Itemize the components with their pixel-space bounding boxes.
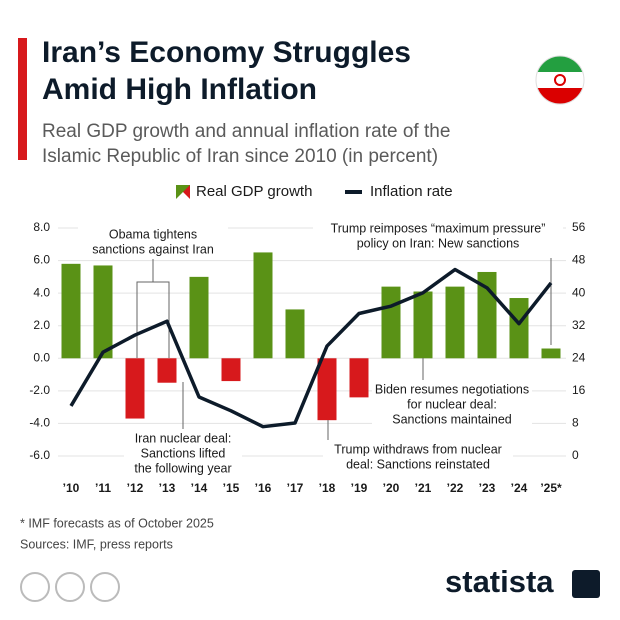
bar [413, 291, 433, 359]
y-tick-label: 2.0 [33, 318, 50, 332]
x-tick-label: ’20 [383, 481, 400, 495]
sources: Sources: IMF, press reports [20, 537, 173, 551]
annotation-box [124, 429, 242, 478]
annotation-text: Sanctions maintained [392, 412, 512, 426]
bar [189, 276, 209, 359]
x-tick-label: ’15 [223, 481, 240, 495]
bar [317, 358, 337, 421]
x-tick-label: ’23 [479, 481, 496, 495]
y-tick-label: -2.0 [29, 383, 50, 397]
flag [535, 55, 585, 105]
bar [93, 265, 113, 359]
accent-bar [18, 38, 27, 160]
x-tick-label: ’10 [63, 481, 80, 495]
x-tick-label: ’25* [540, 481, 562, 495]
bar [221, 358, 241, 382]
annotation-text: Trump withdraws from nuclear [334, 442, 502, 456]
annotation-text: the following year [134, 461, 231, 475]
x-tick-label: ’14 [191, 481, 208, 495]
license-icons [20, 572, 120, 602]
x-tick-label: ’17 [287, 481, 304, 495]
bar [285, 309, 305, 359]
annotation-box [323, 440, 513, 474]
title-line: Iran’s Economy Struggles [42, 36, 411, 69]
bar [509, 298, 529, 359]
legend-label: Inflation rate [370, 183, 453, 200]
annotation-text: sanctions against Iran [92, 242, 214, 256]
y2-tick-label: 0 [572, 448, 579, 462]
annotation-leader [136, 258, 170, 358]
y2-tick-label: 24 [572, 350, 586, 364]
x-tick-label: ’11 [95, 481, 111, 495]
annotation-text: Trump reimposes “maximum pressure” [331, 221, 546, 235]
annotation-text: policy on Iran: New sanctions [357, 236, 520, 250]
legend: Real GDP growth Inflation rate [176, 183, 453, 200]
y2-tick-label: 8 [572, 416, 579, 430]
annotation-text: Obama tightens [109, 227, 197, 241]
x-tick-label: ’22 [447, 481, 464, 495]
legend-swatch [176, 185, 190, 199]
y2-tick-label: 48 [572, 253, 586, 267]
bar [61, 263, 81, 359]
subtitle-line: Real GDP growth and annual inflation rat… [42, 121, 450, 142]
brand-logo: statista [445, 564, 554, 599]
annotation-text: for nuclear deal: [407, 397, 497, 411]
y2-tick-label: 40 [572, 285, 586, 299]
y-tick-label: 6.0 [33, 253, 50, 267]
y-tick-label: 8.0 [33, 220, 50, 234]
y-tick-label: 0.0 [33, 350, 50, 364]
annotation-text: deal: Sanctions reinstated [346, 457, 490, 471]
annotation-box [372, 380, 532, 429]
y-tick-label: -4.0 [29, 416, 50, 430]
title-line: Amid High Inflation [42, 73, 317, 106]
y2-tick-label: 56 [572, 220, 586, 234]
bar [125, 358, 145, 419]
annotation-text: Iran nuclear deal: [135, 431, 232, 445]
bar [253, 252, 273, 359]
bar [381, 286, 401, 359]
inflation-line [69, 267, 553, 429]
y-tick-label: -6.0 [29, 448, 50, 462]
annotation-box [78, 225, 228, 259]
annotation-box [313, 219, 563, 253]
x-tick-label: ’24 [511, 481, 528, 495]
x-tick-label: ’13 [159, 481, 176, 495]
x-tick-label: ’19 [351, 481, 368, 495]
y2-tick-label: 32 [572, 318, 586, 332]
x-tick-label: ’12 [127, 481, 144, 495]
annotation-text: Sanctions lifted [141, 446, 226, 460]
x-tick-label: ’21 [415, 481, 432, 495]
bar [157, 358, 177, 383]
footnote: * IMF forecasts as of October 2025 [20, 516, 214, 530]
brand-icon [572, 570, 600, 598]
annotation-text: Biden resumes negotiations [375, 382, 529, 396]
bar [445, 286, 465, 359]
y2-tick-label: 16 [572, 383, 586, 397]
plot: -6.0 -4.0 -2.0 0.0 2.0 4.0 6.0 8.0 0 8 16 24 32 40 48 5… [29, 219, 586, 495]
bar [349, 358, 369, 398]
y-tick-label: 4.0 [33, 285, 50, 299]
subtitle-line: Islamic Republic of Iran since 2010 (in … [42, 146, 438, 167]
x-tick-label: ’18 [319, 481, 336, 495]
legend-label: Real GDP growth [196, 183, 312, 200]
x-tick-label: ’16 [255, 481, 272, 495]
bar [541, 348, 561, 359]
